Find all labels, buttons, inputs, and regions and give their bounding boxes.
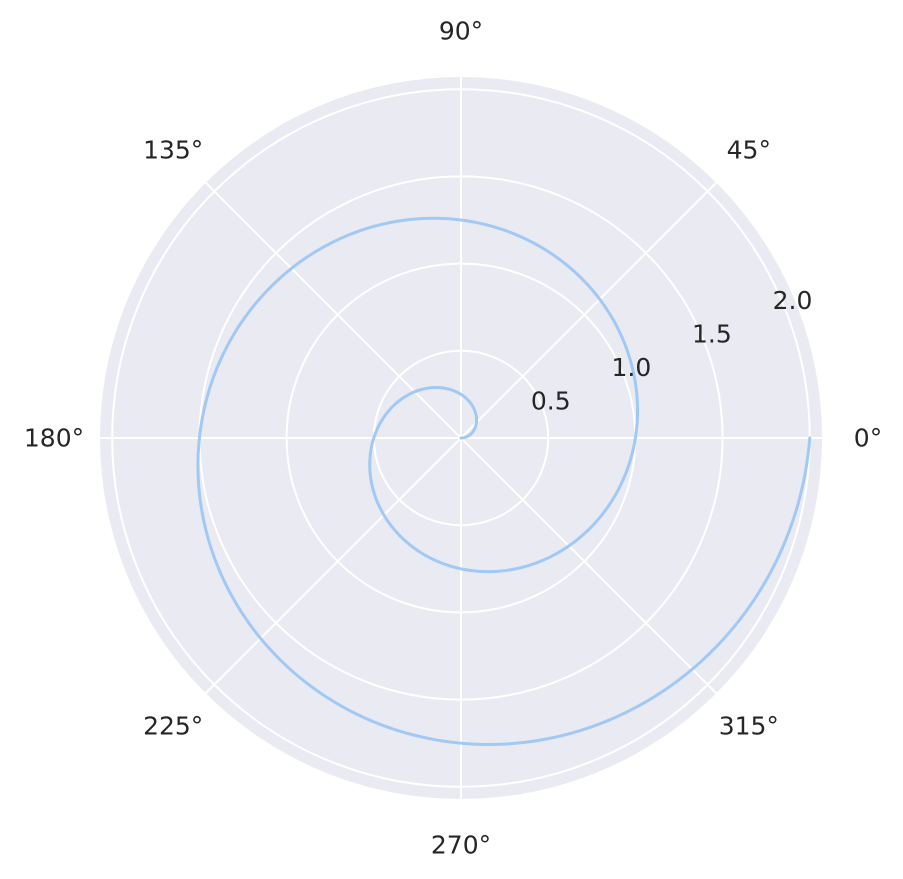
angle-tick-label: 135° [143, 136, 203, 165]
radius-tick-label: 1.0 [612, 353, 652, 382]
angular-grid [100, 77, 822, 799]
angle-tick-labels: 0° 45° 90° 135° 180° 225° 270° 315° [24, 17, 882, 860]
angle-tick-label: 0° [854, 424, 882, 453]
angle-tick-label: 90° [439, 17, 483, 46]
angle-tick-label: 315° [719, 711, 779, 740]
angular-gridline [460, 437, 717, 694]
angle-tick-label: 180° [24, 424, 84, 453]
angular-gridline [205, 437, 462, 694]
angle-tick-label: 225° [143, 711, 203, 740]
spiral-series-line [196, 216, 812, 746]
angular-gridline [205, 182, 462, 439]
radius-tick-labels: 0.5 1.0 1.5 2.0 [531, 286, 812, 415]
angular-gridline [460, 182, 717, 439]
angle-tick-label: 270° [431, 831, 491, 860]
angle-tick-label: 45° [727, 136, 771, 165]
radius-tick-label: 2.0 [773, 286, 813, 315]
radius-tick-label: 1.5 [692, 320, 732, 349]
radius-tick-label: 0.5 [531, 386, 571, 415]
